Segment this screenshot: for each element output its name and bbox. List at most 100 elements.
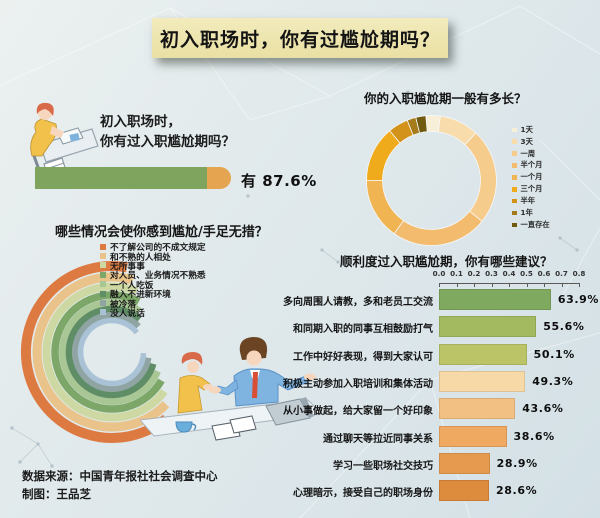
legend-swatch <box>512 127 517 133</box>
main-title: 初入职场时，你有过尴尬期吗？ <box>159 28 440 51</box>
situation-row: 和不熟的人相处 <box>100 251 206 263</box>
suggestion-label: 通过聊天等拉近同事关系 <box>323 433 433 445</box>
legend-row: 1年 <box>512 208 550 218</box>
axis-tick <box>439 283 440 287</box>
situation-label: 不了解公司的不成文规定 <box>110 243 206 254</box>
legend-swatch <box>512 187 517 192</box>
situation-swatch <box>100 300 106 307</box>
situation-arc <box>42 282 168 422</box>
intro-answer-bar <box>35 167 231 189</box>
duration-slice <box>366 130 401 181</box>
legend-row: 1天 <box>512 124 550 134</box>
duration-legend: 1天 3天一周半个月一个月三个月半年 1年 一直存在 <box>512 124 550 233</box>
axis-tick-label: 0.3 <box>485 269 498 278</box>
suggestion-bar <box>439 289 551 310</box>
legend-swatch <box>512 210 517 216</box>
suggestion-bar <box>439 398 516 420</box>
axis-tick-label: 0.0 <box>432 269 446 278</box>
suggestion-value: 55.6% <box>543 320 585 334</box>
illustration-colleagues-talking <box>140 337 324 441</box>
axis-tick-label: 0.6 <box>537 269 551 278</box>
legend-row: 半个月 <box>512 160 550 170</box>
suggestion-bar <box>439 343 527 365</box>
situation-arc <box>20 260 170 443</box>
suggestions-heading: 顺利度过入职尴尬期，你有哪些建议？ <box>340 254 553 269</box>
suggestion-bar <box>439 480 490 502</box>
duration-slice <box>366 180 404 235</box>
duration-slice <box>464 132 497 222</box>
situation-label: 和不熟的人相处 <box>110 252 171 263</box>
situation-label: 被冷落 <box>110 299 137 310</box>
situation-swatch <box>100 243 106 250</box>
suggestion-label: 积极主动参加入职培训和集体活动 <box>283 378 433 390</box>
suggestion-value: 28.9% <box>496 456 538 470</box>
situation-row: 融入不进新环境 <box>100 289 206 301</box>
situation-row: 对人员、业务情况不熟悉 <box>100 270 206 282</box>
legend-label: 1年 <box>520 208 533 218</box>
axis-tick <box>579 283 580 287</box>
legend-swatch <box>512 139 517 144</box>
suggestion-bar <box>439 370 526 392</box>
duration-donut-chart <box>366 115 497 246</box>
situations-heading: 哪些情况会使你感到尴尬/手足无措？ <box>55 225 268 240</box>
legend-row: 一直存在 <box>512 219 550 229</box>
situation-label: 一个人吃饭 <box>110 280 154 291</box>
duration-slice <box>393 210 483 246</box>
axis-tick-label: 0.4 <box>502 269 516 278</box>
legend-row: 3天 <box>512 136 550 146</box>
axis-tick-label: 0.7 <box>555 269 568 278</box>
suggestion-label: 从小事做起，给大家留一个好印象 <box>283 406 433 418</box>
legend-label: 1天 <box>520 124 533 134</box>
legend-row: 一周 <box>512 149 550 158</box>
situation-row: 不了解公司的不成文规定 <box>100 242 206 254</box>
legend-label: 半个月 <box>520 160 543 170</box>
legend-swatch <box>512 222 517 228</box>
axis-tick-label: 0.5 <box>520 269 533 278</box>
situation-arc <box>51 291 165 413</box>
legend-label: 一直存在 <box>520 219 550 229</box>
data-source: 数据来源：中国青年报社社会调查中心 <box>22 469 218 483</box>
situation-label: 对人员、业务情况不熟悉 <box>110 271 206 282</box>
situation-swatch <box>100 271 106 278</box>
suggestion-value: 63.9% <box>557 293 599 306</box>
axis-tick <box>509 283 510 287</box>
axis-tick-label: 0.8 <box>572 269 586 278</box>
situation-row: 一个人吃饭 <box>100 280 206 291</box>
axis-tick <box>544 283 545 287</box>
situation-swatch <box>100 281 106 288</box>
situation-swatch <box>100 290 106 297</box>
legend-label: 一个月 <box>520 172 543 182</box>
axis-tick <box>561 283 563 287</box>
intro-question-line1: 初入职场时， <box>100 114 181 130</box>
intro-question-line2: 你有过入职尴尬期吗？ <box>100 134 235 150</box>
legend-label: 三个月 <box>520 184 543 194</box>
situation-swatch <box>100 253 106 260</box>
legend-swatch <box>512 163 517 168</box>
axis-tick-label: 0.1 <box>450 269 463 278</box>
legend-label: 3天 <box>520 136 533 146</box>
situation-swatch <box>100 262 106 269</box>
legend-swatch <box>512 151 517 156</box>
legend-swatch <box>512 198 517 204</box>
situation-swatch <box>100 309 106 316</box>
suggestion-value: 28.6% <box>496 484 538 498</box>
situation-label: 融入不进新环境 <box>110 290 171 301</box>
legend-row: 三个月 <box>512 184 550 194</box>
situation-arc <box>65 305 157 399</box>
axis-tick <box>491 283 493 287</box>
intro-question: 初入职场时， 你有过入职尴尬期吗？ <box>100 112 235 152</box>
legend-row: 一个月 <box>512 172 550 182</box>
footer: 数据来源：中国青年报社社会调查中心 制图：王品芝 <box>22 467 218 503</box>
suggestion-bar <box>439 316 537 338</box>
suggestion-value: 43.6% <box>522 402 564 416</box>
axis-tick-label: 0.2 <box>467 269 481 278</box>
legend-row: 半年 <box>512 196 550 205</box>
situation-arc <box>77 317 147 387</box>
main-title-banner: 初入职场时，你有过尴尬期吗？ <box>152 18 448 58</box>
illustration-woman-at-desk <box>30 102 99 181</box>
suggestion-label: 和同期入职的同事互相鼓励打气 <box>293 324 433 336</box>
situation-arc <box>32 272 170 432</box>
duration-slice <box>415 115 428 134</box>
intro-answer-label: 有 87.6% <box>241 172 317 190</box>
intro-answer-bar-fill <box>35 167 207 189</box>
